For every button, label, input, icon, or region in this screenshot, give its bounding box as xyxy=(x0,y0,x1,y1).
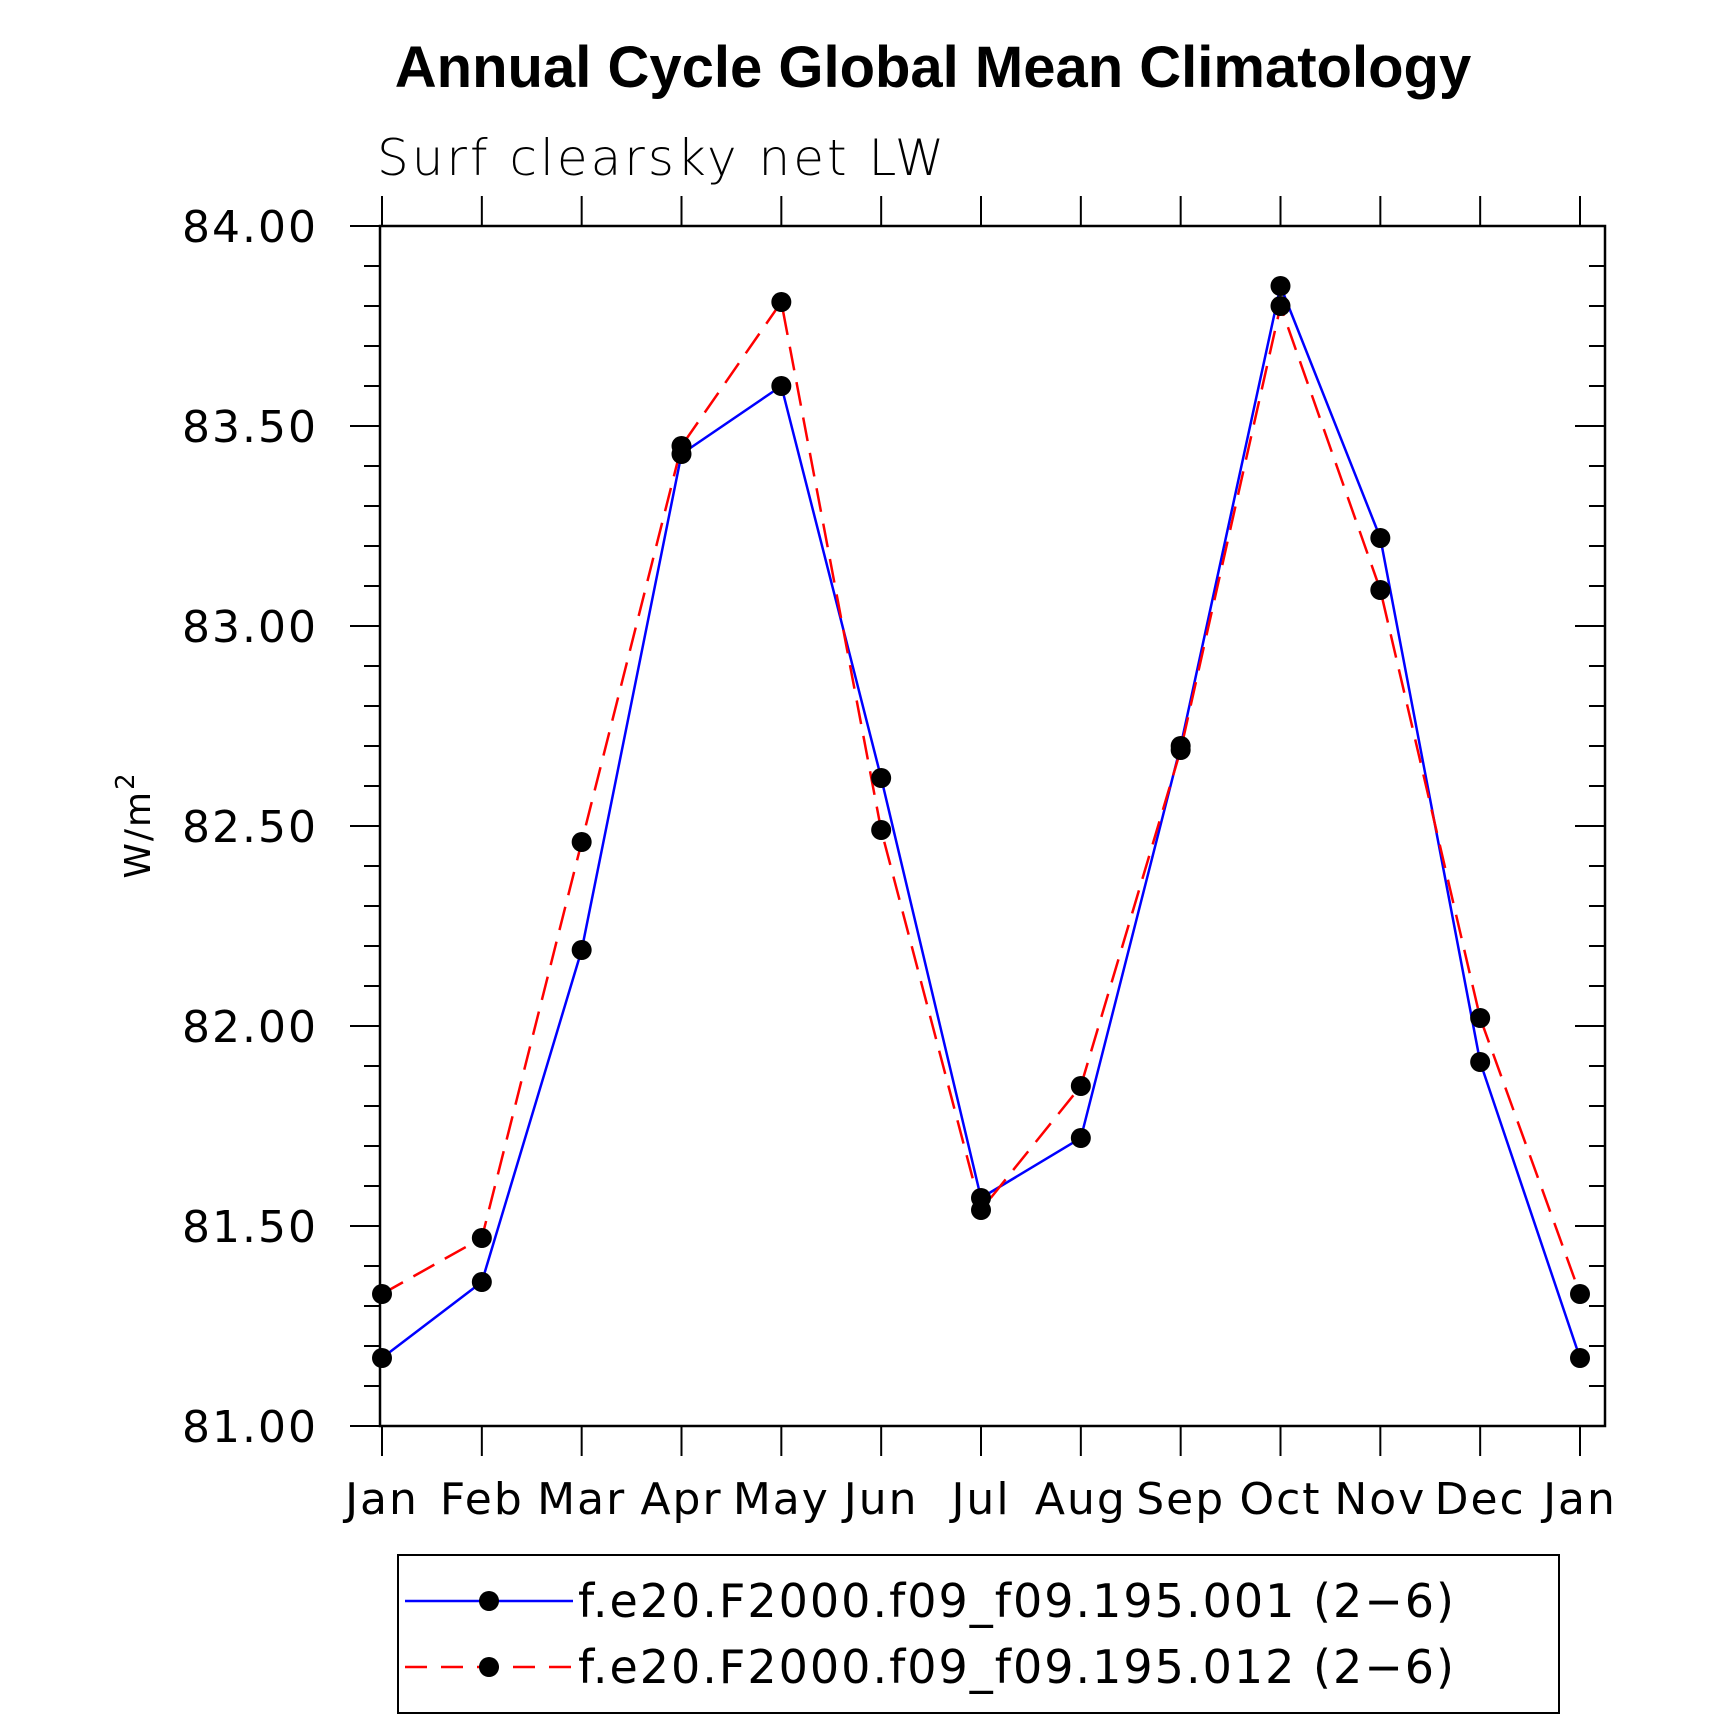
data-point-series-1 xyxy=(1370,528,1391,548)
x-tick-label: Oct xyxy=(1239,1474,1321,1525)
y-tick-label: 82.00 xyxy=(182,1002,318,1053)
x-tick-label: Feb xyxy=(440,1474,524,1525)
data-point-series-2 xyxy=(471,1228,492,1248)
x-tick-label: Aug xyxy=(1035,1474,1127,1525)
legend-label-series-2: f.e20.F2000.f09_f09.195.012 (2−6) xyxy=(578,1640,1456,1694)
x-tick-label: Dec xyxy=(1435,1474,1526,1525)
y-tick-label: 81.50 xyxy=(182,1202,318,1253)
series-markers xyxy=(372,276,1590,1368)
y-tick-label: 84.00 xyxy=(182,202,318,253)
y-axis-label: W/m2 xyxy=(111,771,159,878)
data-point-series-1 xyxy=(771,376,792,396)
data-point-series-1 xyxy=(372,1348,392,1368)
data-point-series-2 xyxy=(1370,580,1391,600)
x-tick-label: Apr xyxy=(640,1474,722,1525)
chart-subtitle: Surf clearsky net LW xyxy=(377,129,947,187)
legend-box xyxy=(397,1554,1560,1714)
x-tick-label: Mar xyxy=(537,1474,626,1525)
series-line-2 xyxy=(381,300,1582,1296)
plot-frame xyxy=(378,224,1607,1428)
x-tick-label: Jan xyxy=(1540,1474,1617,1525)
chart-title: Annual Cycle Global Mean Climatology xyxy=(395,35,1471,100)
data-point-series-2 xyxy=(571,832,592,852)
data-point-series-1 xyxy=(571,940,592,960)
y-axis-label-superscript: 2 xyxy=(111,771,141,790)
x-tick-label: Nov xyxy=(1334,1474,1426,1525)
data-point-series-2 xyxy=(1270,296,1291,316)
data-point-series-2 xyxy=(871,820,892,840)
y-tick-label: 83.50 xyxy=(182,402,318,453)
x-tick-label: Jun xyxy=(841,1474,919,1525)
y-tick-label: 82.50 xyxy=(182,802,318,853)
y-tick-label: 81.00 xyxy=(182,1402,318,1453)
data-point-series-1 xyxy=(1070,1128,1091,1148)
data-point-series-2 xyxy=(771,292,792,312)
data-point-series-1 xyxy=(1470,1052,1491,1072)
x-tick-label: Jan xyxy=(342,1474,419,1525)
axes: 81.00 81.50 82.00 82.50 83.00 83.50 84.00 Jan Fe… xyxy=(182,196,1617,1525)
data-point-series-1 xyxy=(1270,276,1291,296)
data-point-series-2 xyxy=(1170,740,1191,760)
legend: f.e20.F2000.f09_f09.195.001 (2−6) f.e20.… xyxy=(397,1554,1560,1714)
x-tick-label: Sep xyxy=(1136,1474,1225,1525)
data-point-series-2 xyxy=(1470,1008,1491,1028)
x-tick-label: Jul xyxy=(948,1474,1010,1525)
data-point-series-2 xyxy=(1070,1076,1091,1096)
data-point-series-2 xyxy=(671,436,692,456)
legend-marker-series-1 xyxy=(479,1591,499,1611)
legend-label-series-1: f.e20.F2000.f09_f09.195.001 (2−6) xyxy=(578,1574,1456,1628)
data-point-series-2 xyxy=(971,1200,991,1220)
y-tick-label: 83.00 xyxy=(182,602,318,653)
data-point-series-2 xyxy=(1570,1284,1590,1304)
x-tick-label: May xyxy=(733,1474,830,1525)
data-point-series-1 xyxy=(1570,1348,1590,1368)
data-point-series-1 xyxy=(871,768,892,788)
y-axis-label-base: W/m xyxy=(118,790,159,879)
legend-marker-series-2 xyxy=(479,1657,499,1677)
data-point-series-2 xyxy=(372,1284,392,1304)
data-point-series-1 xyxy=(471,1272,492,1292)
